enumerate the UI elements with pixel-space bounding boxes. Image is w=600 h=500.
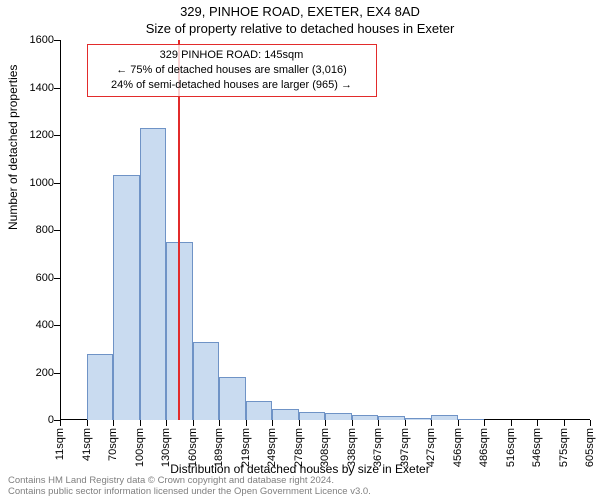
reference-line bbox=[178, 40, 180, 420]
histogram-bar bbox=[352, 415, 379, 420]
title-line-2: Size of property relative to detached ho… bbox=[0, 21, 600, 36]
y-tick bbox=[54, 373, 60, 374]
x-tick bbox=[272, 420, 273, 426]
y-tick-label: 1200 bbox=[6, 129, 54, 141]
y-tick bbox=[54, 230, 60, 231]
histogram-bar bbox=[431, 415, 458, 420]
x-tick bbox=[87, 420, 88, 426]
x-tick-label: 11sqm bbox=[54, 428, 66, 460]
y-tick-label: 200 bbox=[6, 367, 54, 379]
x-tick-label: 41sqm bbox=[81, 428, 93, 461]
plot-inner: 0200400600800100012001400160011sqm41sqm7… bbox=[60, 40, 590, 420]
title-line-1: 329, PINHOE ROAD, EXETER, EX4 8AD bbox=[0, 4, 600, 19]
y-tick bbox=[54, 135, 60, 136]
histogram-bar bbox=[378, 416, 405, 420]
y-tick-label: 800 bbox=[6, 224, 54, 236]
x-tick bbox=[564, 420, 565, 426]
y-tick bbox=[54, 183, 60, 184]
chart-root: 329, PINHOE ROAD, EXETER, EX4 8AD Size o… bbox=[0, 0, 600, 500]
annotation-box: 329 PINHOE ROAD: 145sqm← 75% of detached… bbox=[87, 44, 377, 97]
x-tick bbox=[378, 420, 379, 426]
histogram-bar bbox=[87, 354, 114, 421]
histogram-bar bbox=[458, 419, 485, 420]
attribution-footer: Contains HM Land Registry data © Crown c… bbox=[8, 476, 371, 498]
histogram-bar bbox=[299, 412, 326, 420]
x-tick bbox=[140, 420, 141, 426]
y-tick-label: 600 bbox=[6, 272, 54, 284]
x-tick bbox=[511, 420, 512, 426]
histogram-bar bbox=[193, 342, 220, 420]
histogram-bar bbox=[219, 377, 246, 420]
x-tick bbox=[484, 420, 485, 426]
x-tick bbox=[458, 420, 459, 426]
y-tick-label: 1600 bbox=[6, 34, 54, 46]
y-tick bbox=[54, 325, 60, 326]
annotation-line: ← 75% of detached houses are smaller (3,… bbox=[94, 63, 370, 78]
histogram-bar bbox=[405, 418, 432, 420]
histogram-bar bbox=[272, 409, 299, 420]
x-tick bbox=[325, 420, 326, 426]
y-tick-label: 1400 bbox=[6, 82, 54, 94]
histogram-bar bbox=[325, 413, 352, 420]
plot-area: 0200400600800100012001400160011sqm41sqm7… bbox=[60, 40, 590, 420]
histogram-bar bbox=[140, 128, 167, 420]
x-tick bbox=[299, 420, 300, 426]
x-tick bbox=[246, 420, 247, 426]
annotation-line: 24% of semi-detached houses are larger (… bbox=[94, 78, 370, 93]
y-tick bbox=[54, 40, 60, 41]
y-tick bbox=[54, 278, 60, 279]
y-tick-label: 0 bbox=[6, 414, 54, 426]
x-tick bbox=[166, 420, 167, 426]
y-axis-line bbox=[60, 40, 61, 420]
x-tick-label: 70sqm bbox=[107, 428, 119, 461]
x-tick bbox=[113, 420, 114, 426]
x-tick bbox=[590, 420, 591, 426]
x-tick bbox=[352, 420, 353, 426]
x-tick bbox=[219, 420, 220, 426]
histogram-bar bbox=[113, 175, 140, 420]
y-tick-label: 400 bbox=[6, 319, 54, 331]
x-tick bbox=[431, 420, 432, 426]
annotation-line: 329 PINHOE ROAD: 145sqm bbox=[94, 48, 370, 63]
x-axis-label: Distribution of detached houses by size … bbox=[0, 462, 600, 476]
x-tick bbox=[537, 420, 538, 426]
x-tick bbox=[405, 420, 406, 426]
y-tick-label: 1000 bbox=[6, 177, 54, 189]
y-tick bbox=[54, 88, 60, 89]
x-tick bbox=[193, 420, 194, 426]
x-tick bbox=[60, 420, 61, 426]
histogram-bar bbox=[246, 401, 273, 420]
footer-line-2: Contains public sector information licen… bbox=[8, 487, 371, 498]
